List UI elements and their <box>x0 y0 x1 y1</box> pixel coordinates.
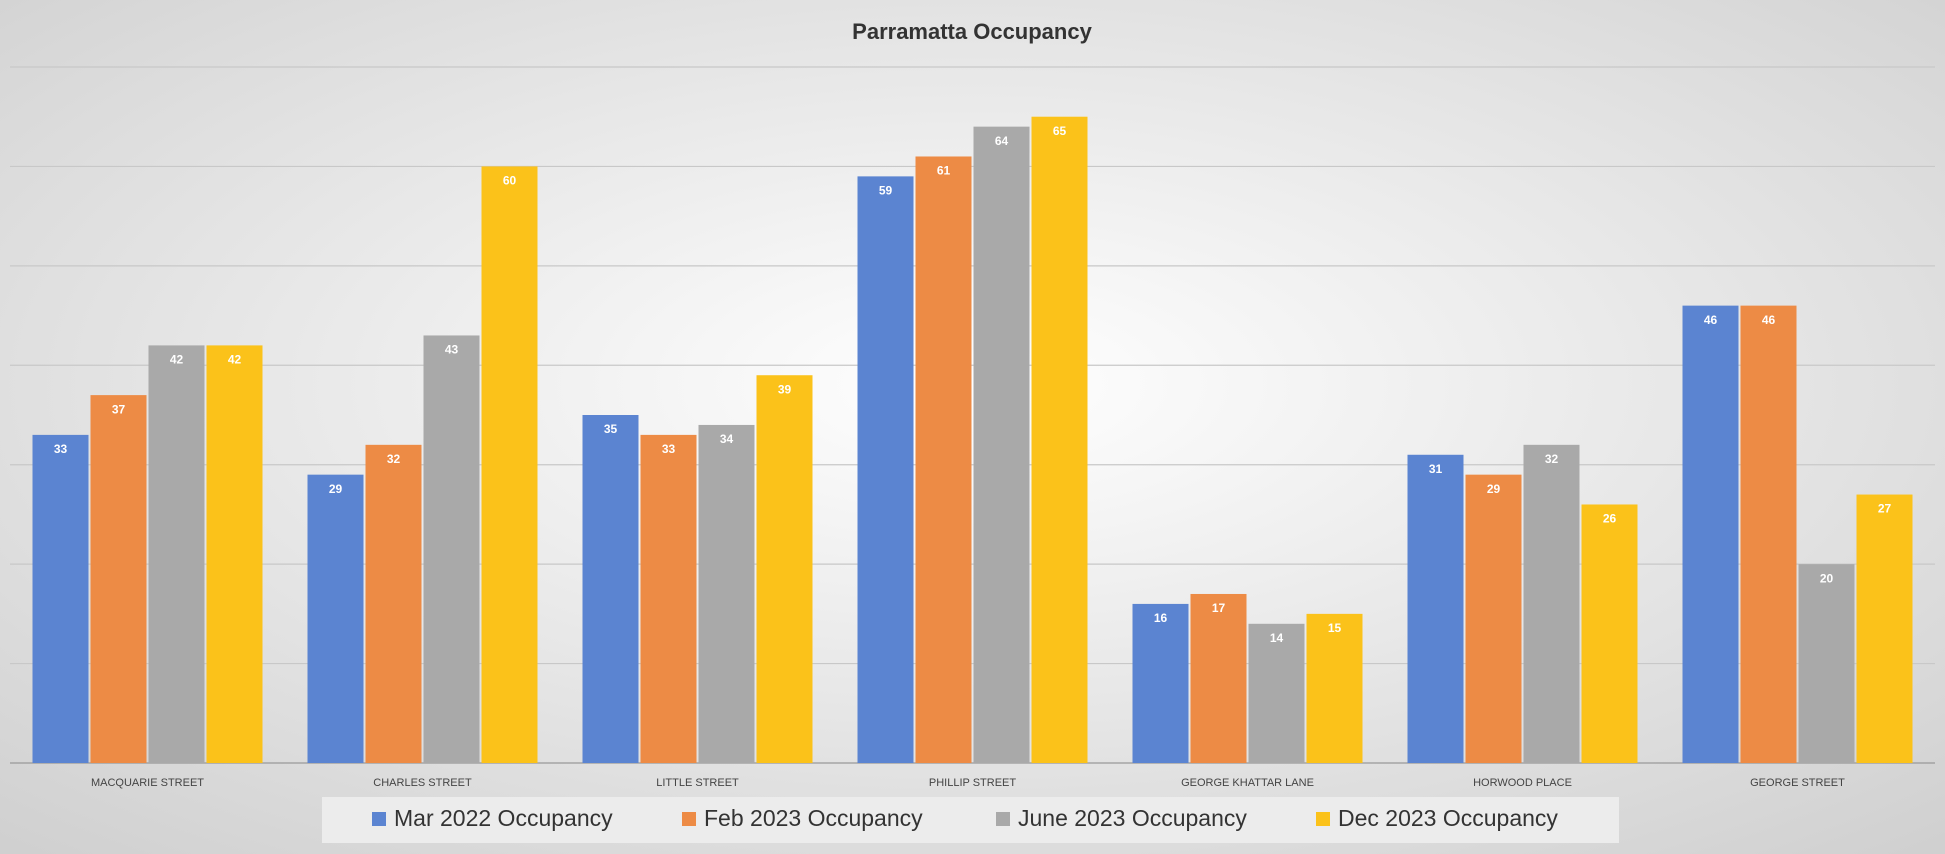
data-label: 61 <box>937 164 951 178</box>
legend-swatch <box>996 812 1010 826</box>
data-label: 33 <box>662 442 676 456</box>
bar <box>1031 116 1088 763</box>
bar <box>1132 603 1189 763</box>
legend-box <box>322 797 1619 843</box>
bar <box>1248 623 1305 763</box>
bar <box>915 156 972 763</box>
bar <box>1740 305 1797 763</box>
legend-swatch <box>1316 812 1330 826</box>
data-label: 42 <box>228 353 242 367</box>
bar <box>973 126 1030 763</box>
bar <box>1465 474 1522 763</box>
data-label: 16 <box>1154 611 1168 625</box>
x-tick-label: GEORGE KHATTAR LANE <box>1181 777 1314 789</box>
bar <box>1407 454 1464 763</box>
x-tick-label: GEORGE STREET <box>1750 777 1845 789</box>
legend-label: Dec 2023 Occupancy <box>1338 805 1558 831</box>
x-tick-label: CHARLES STREET <box>373 777 472 789</box>
data-label: 27 <box>1878 502 1892 516</box>
bar <box>1581 504 1638 763</box>
bar <box>640 434 697 763</box>
data-label: 37 <box>112 402 126 416</box>
bar <box>756 375 813 763</box>
x-tick-label: HORWOOD PLACE <box>1473 777 1572 789</box>
data-label: 46 <box>1762 313 1776 327</box>
bar <box>857 176 914 763</box>
bar <box>1682 305 1739 763</box>
bar <box>481 166 538 763</box>
data-label: 42 <box>170 353 184 367</box>
data-label: 31 <box>1429 462 1443 476</box>
data-label: 29 <box>329 482 343 496</box>
bar <box>365 444 422 763</box>
data-label: 34 <box>720 432 734 446</box>
data-label: 32 <box>1545 452 1559 466</box>
bar <box>32 434 89 763</box>
data-label: 46 <box>1704 313 1718 327</box>
bar <box>582 415 639 763</box>
bar <box>423 335 480 763</box>
bar <box>307 474 364 763</box>
bar <box>1798 564 1855 763</box>
data-label: 60 <box>503 174 517 188</box>
data-label: 15 <box>1328 621 1342 635</box>
data-label: 39 <box>778 382 792 396</box>
legend-label: June 2023 Occupancy <box>1018 805 1247 831</box>
data-label: 14 <box>1270 631 1284 645</box>
data-label: 33 <box>54 442 68 456</box>
x-tick-label: LITTLE STREET <box>656 777 739 789</box>
bar <box>90 395 147 763</box>
bar <box>698 424 755 763</box>
chart-title: Parramatta Occupancy <box>852 19 1092 44</box>
data-label: 17 <box>1212 601 1226 615</box>
x-tick-label: MACQUARIE STREET <box>91 777 204 789</box>
legend-swatch <box>372 812 386 826</box>
legend-label: Mar 2022 Occupancy <box>394 805 613 831</box>
bar <box>148 345 205 763</box>
data-label: 32 <box>387 452 401 466</box>
data-label: 35 <box>604 422 618 436</box>
bar <box>206 345 263 763</box>
data-label: 29 <box>1487 482 1501 496</box>
legend-label: Feb 2023 Occupancy <box>704 805 923 831</box>
bar <box>1523 444 1580 763</box>
data-label: 43 <box>445 343 459 357</box>
data-label: 64 <box>995 134 1009 148</box>
data-label: 65 <box>1053 124 1067 138</box>
x-tick-label: PHILLIP STREET <box>929 777 1016 789</box>
bar <box>1856 494 1913 763</box>
bar <box>1190 593 1247 763</box>
bar <box>1306 613 1363 763</box>
data-label: 26 <box>1603 512 1617 526</box>
data-label: 59 <box>879 184 893 198</box>
legend-swatch <box>682 812 696 826</box>
data-label: 20 <box>1820 571 1834 585</box>
